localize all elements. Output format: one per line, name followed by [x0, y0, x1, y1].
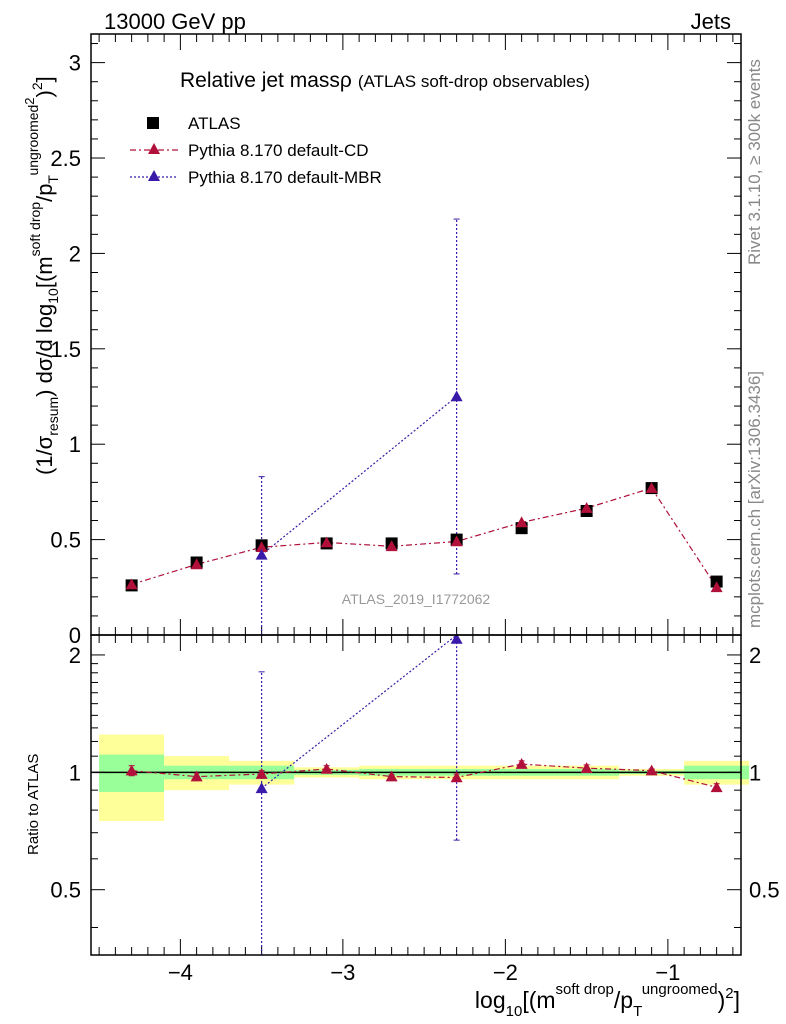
- ratio-y-tick-label-right: 1: [749, 760, 761, 785]
- cd-data-point: [450, 535, 463, 547]
- ratio-y-tick-label: 1: [69, 760, 81, 785]
- main-plot-panel: 0 0.5 1 1.5 2 2.5 3: [50, 34, 741, 648]
- cd-data-point: [580, 502, 593, 513]
- mbr-data-point: [450, 390, 463, 402]
- cd-data-point: [255, 541, 268, 553]
- ratio-cd-data-point: [385, 770, 398, 782]
- ratio-mbr-line: [261, 634, 457, 789]
- ratio-cd-data-point: [255, 768, 268, 779]
- analysis-watermark: ATLAS_2019_I1772062: [342, 591, 491, 607]
- main-y-tick-label: 0.5: [50, 528, 81, 553]
- legend-mbr-label: Pythia 8.170 default-MBR: [188, 168, 382, 187]
- cd-data-point: [190, 558, 203, 570]
- main-y-tick-label: 0: [69, 623, 81, 648]
- x-tick-label: −1: [655, 960, 680, 985]
- plot-title-main: Relative jet massρ: [180, 69, 352, 92]
- ratio-cd-data-point: [515, 758, 528, 769]
- cd-data-point: [645, 482, 658, 493]
- x-tick-label: −3: [330, 960, 355, 985]
- cd-data-point: [125, 578, 138, 590]
- main-y-tick-label: 3: [69, 51, 81, 76]
- ratio-plot-frame: [90, 634, 742, 956]
- ratio-plot-panel: −4 −3 −2 −1 0.5 0.5 1 1 2 2: [50, 633, 780, 985]
- mcplots-label: mcplots.cern.ch [arXiv:1306.3436]: [745, 371, 764, 628]
- header-process-label: Jets: [691, 9, 731, 34]
- main-y-tick-label: 2: [69, 241, 81, 266]
- x-tick-label: −4: [168, 960, 193, 985]
- ratio-cd-data-point: [710, 781, 723, 793]
- rivet-label: Rivet 3.1.10, ≥ 300k events: [745, 59, 764, 265]
- legend-cd-label: Pythia 8.170 default-CD: [188, 141, 369, 160]
- ratio-y-tick-label-right: 0.5: [749, 878, 780, 903]
- header-energy-label: 13000 GeV pp: [104, 9, 246, 34]
- ratio-cd-data-point: [645, 764, 658, 776]
- ratio-cd-data-point: [320, 762, 333, 774]
- plot-title-sub: (ATLAS soft-drop observables): [358, 72, 590, 91]
- legend-cd-marker: [148, 143, 160, 154]
- x-axis-label: log10[(msoft drop/pTungroomed)2]: [475, 981, 740, 1020]
- mbr-line: [261, 396, 458, 556]
- ratio-y-tick-label-right: 2: [749, 643, 761, 668]
- legend: ATLAS Pythia 8.170 default-CD Pythia 8.1…: [130, 114, 382, 187]
- mbr-data-point: [255, 548, 268, 560]
- cd-data-point: [320, 536, 333, 548]
- legend-atlas-label: ATLAS: [188, 114, 241, 133]
- legend-atlas-marker: [147, 117, 159, 129]
- ratio-cd-data-point: [190, 770, 203, 782]
- cd-data-point: [385, 540, 398, 552]
- main-y-tick-label: 1: [69, 432, 81, 457]
- ratio-y-tick-label: 2: [69, 643, 81, 668]
- main-y-tick-label: 1.5: [50, 337, 81, 362]
- ratio-mbr-data-point: [450, 633, 463, 644]
- x-tick-label: −2: [493, 960, 518, 985]
- main-y-axis-label: (1/σresum) dσ/d log10[(msoft drop/pTungr…: [22, 76, 61, 475]
- main-y-tick-label: 2.5: [50, 146, 81, 171]
- ratio-y-tick-label: 0.5: [50, 878, 81, 903]
- ratio-cd-data-point: [450, 771, 463, 783]
- ratio-y-axis-label: Ratio to ATLAS: [25, 754, 42, 855]
- cd-data-point: [710, 581, 723, 593]
- ratio-cd-data-point: [580, 762, 593, 773]
- plot-title: Relative jet massρ (ATLAS soft-drop obser…: [180, 69, 590, 92]
- cd-data-point: [515, 516, 528, 528]
- ratio-mbr-data-point: [255, 782, 268, 794]
- ratio-cd-data-point: [125, 764, 138, 776]
- cd-line: [131, 487, 718, 588]
- legend-mbr-marker: [148, 170, 160, 181]
